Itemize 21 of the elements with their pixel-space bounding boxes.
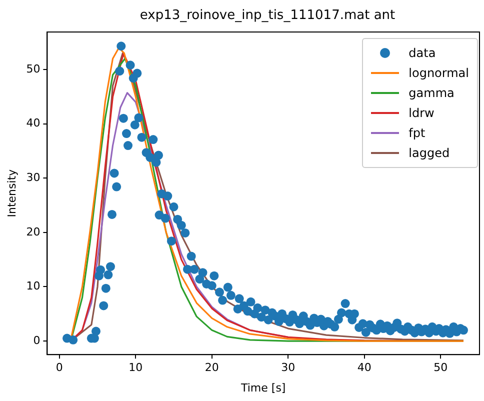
legend-label: data	[408, 46, 436, 60]
legend-label: lagged	[408, 146, 450, 160]
x-tick-label: 30	[281, 361, 296, 374]
y-axis-title: Intensity	[5, 168, 18, 218]
x-tick-label: 0	[56, 361, 63, 374]
legend-label: ldrw	[408, 106, 434, 120]
y-tick-label: 40	[26, 116, 40, 130]
y-tick-label: 0	[33, 334, 40, 347]
y-tick-label: 30	[26, 170, 40, 184]
legend-label: gamma	[408, 86, 454, 100]
x-tick-label: 10	[128, 361, 143, 374]
legend-label: lognormal	[408, 66, 469, 80]
x-tick-label: 50	[434, 361, 448, 374]
chart-title: exp13_roinove_inp_tis_111017.mat ant	[138, 8, 396, 23]
x-tick-label: 40	[357, 361, 372, 374]
y-tick-label: 10	[26, 280, 40, 293]
y-tick-label: 50	[26, 62, 40, 76]
x-axis-title: Time [s]	[240, 381, 286, 394]
x-tick-label: 20	[204, 361, 219, 374]
legend-label: fpt	[408, 126, 426, 140]
y-tick-label: 20	[26, 225, 40, 238]
